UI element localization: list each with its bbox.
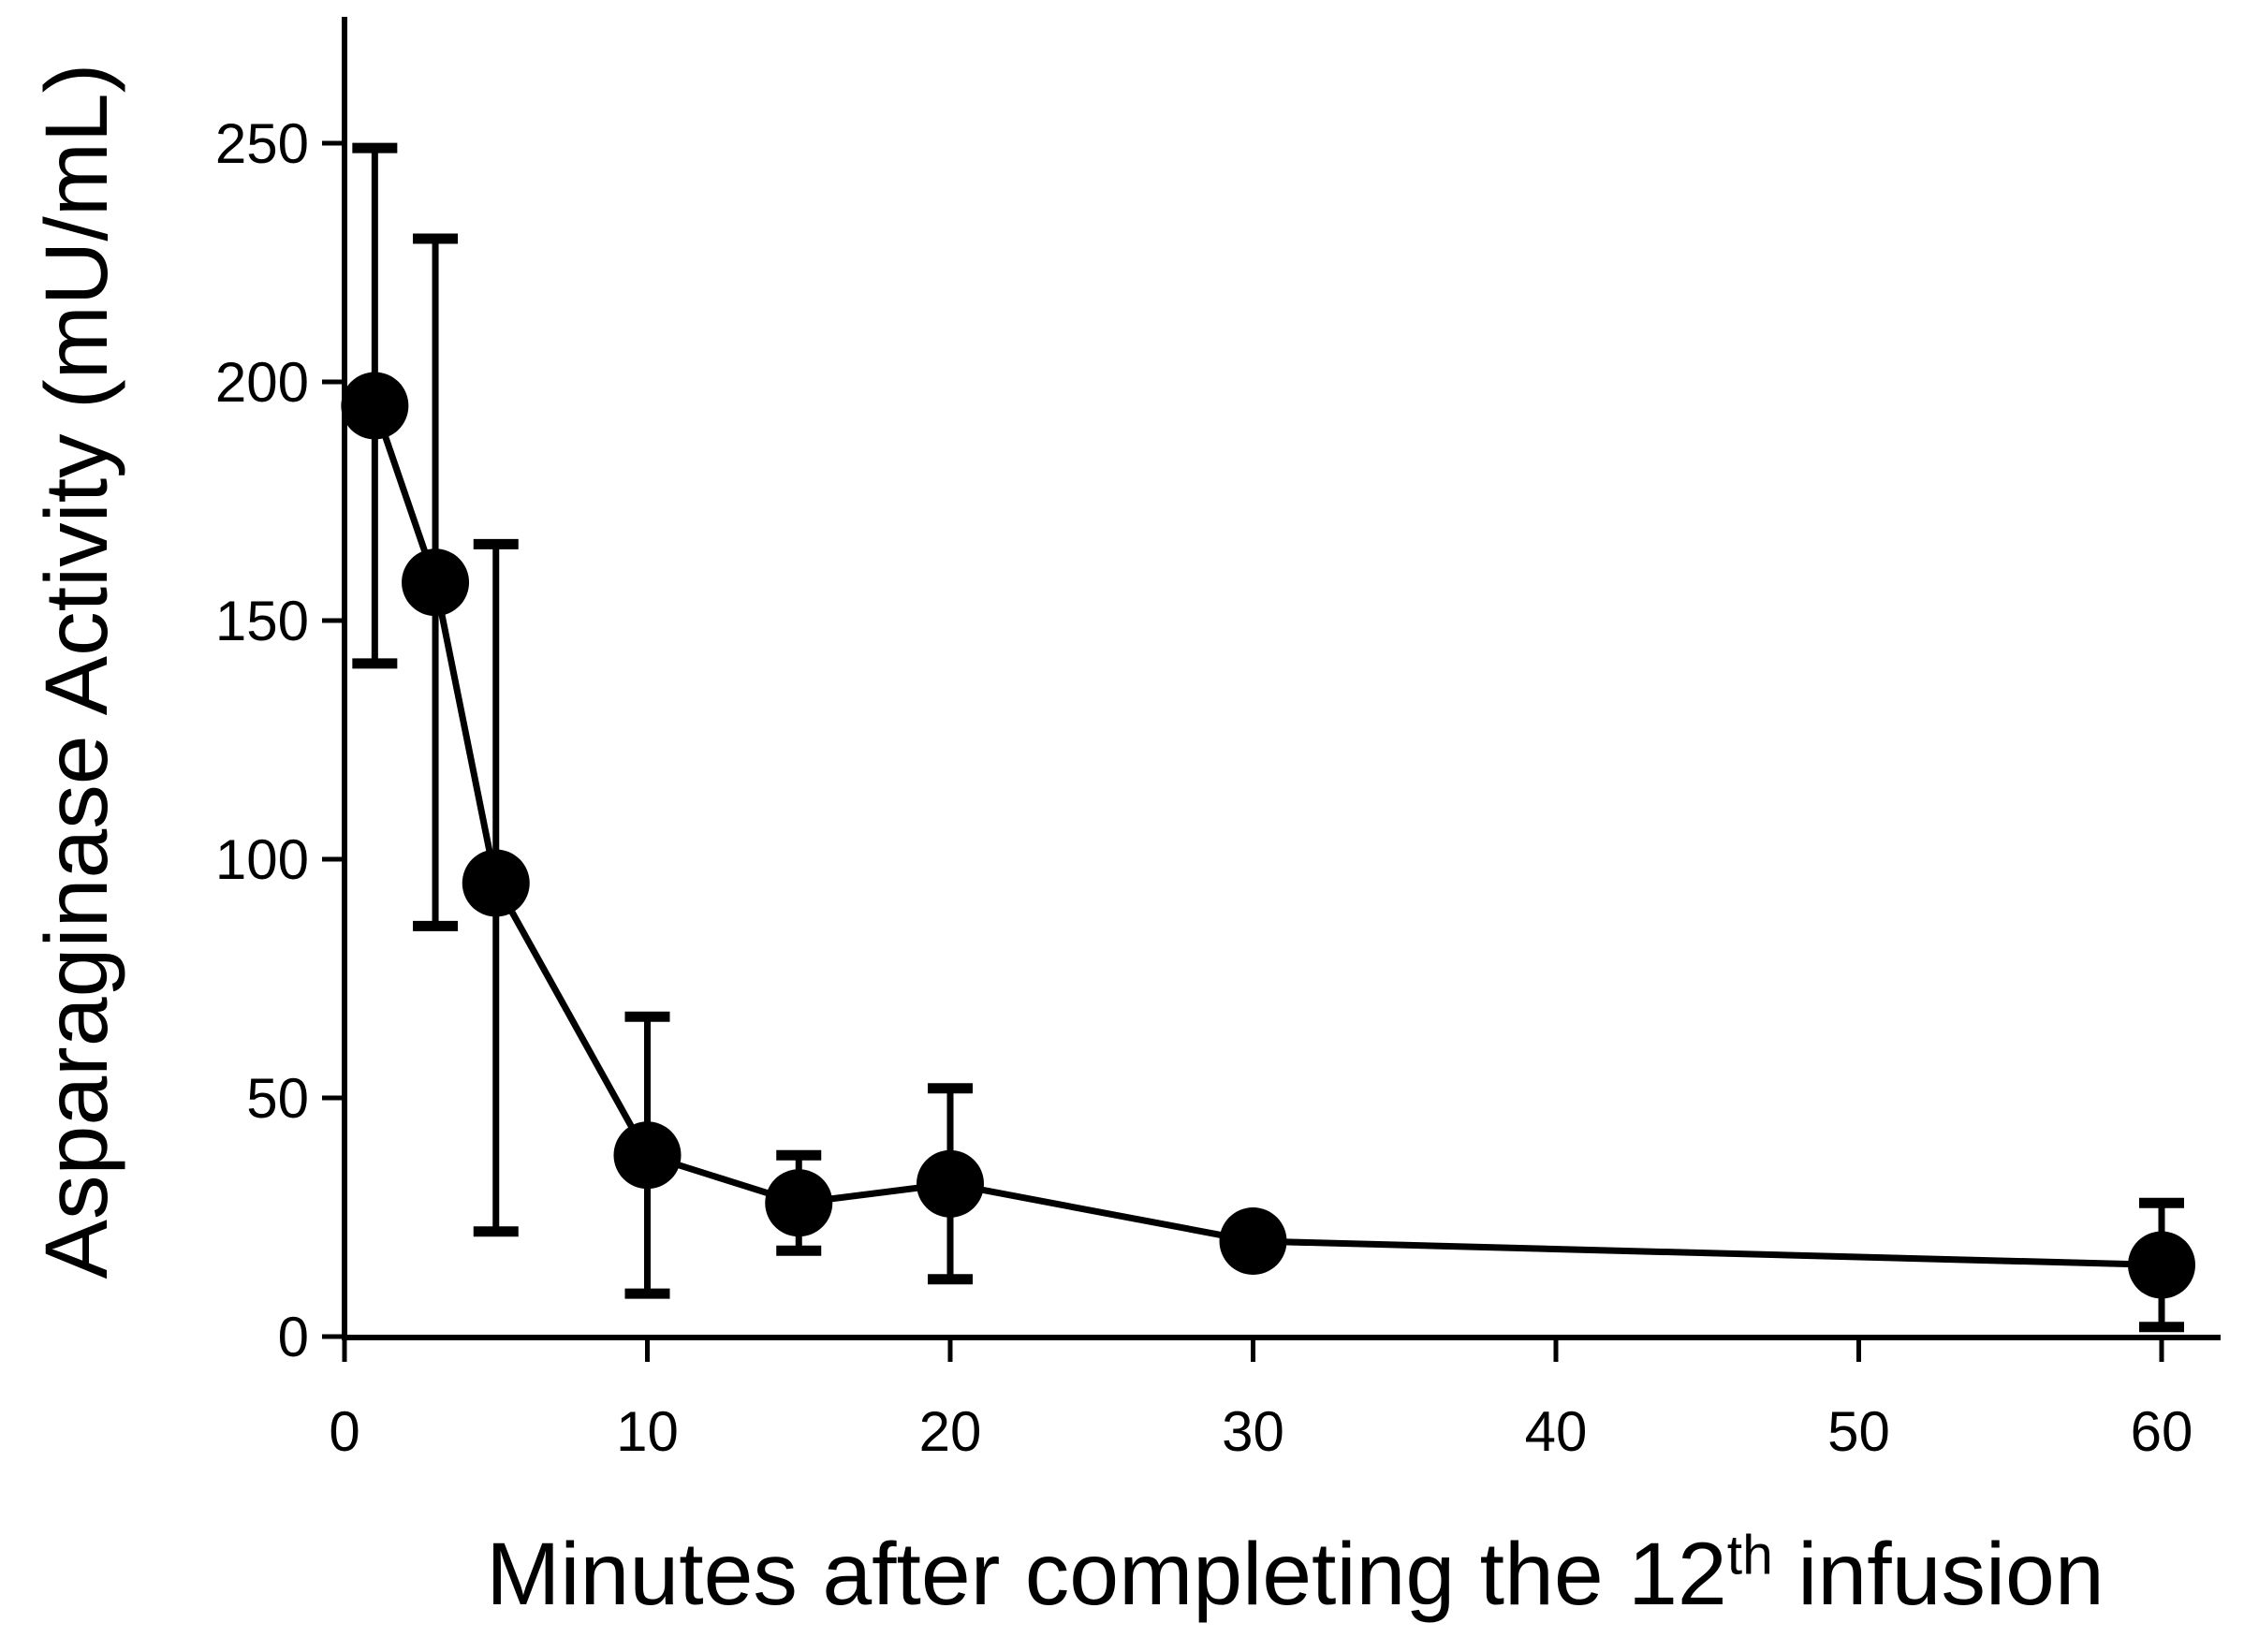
y-axis-tick-label: 100 [215,828,309,891]
x-axis-tick-label: 20 [919,1400,982,1463]
x-axis-title: Minutes after completing the 12th infusi… [346,1524,2244,1626]
data-point-marker [462,849,530,917]
x-axis-tick-label: 10 [616,1400,679,1463]
x-axis-tick-label: 50 [1827,1400,1890,1463]
y-axis-tick-label: 50 [246,1067,309,1130]
x-axis-tick-label: 0 [329,1400,359,1463]
x-axis-title-superscript: th [1726,1525,1773,1586]
y-axis-tick-label: 200 [215,351,309,414]
x-axis-tick-label: 60 [2131,1400,2193,1463]
y-axis-tick-label: 250 [215,112,309,175]
data-point-marker [2128,1231,2195,1299]
data-point-marker [613,1121,682,1190]
data-point-marker [917,1149,984,1218]
x-axis-tick-label: 30 [1222,1400,1284,1463]
data-point-marker [1219,1207,1287,1275]
x-axis-title-text-after: infusion [1772,1525,2105,1624]
y-axis-tick-label: 0 [278,1306,309,1368]
y-axis-tick-label: 150 [215,590,309,652]
data-point-marker [341,372,409,440]
data-point-marker [765,1169,833,1237]
x-axis-tick-label: 40 [1525,1400,1588,1463]
x-axis-title-text: Minutes after completing the 12 [486,1525,1727,1624]
data-point-marker [402,548,470,617]
data-series-line [372,404,2163,1268]
y-axis-title: Asparaginase Activity (mU/mL) [27,63,126,1279]
